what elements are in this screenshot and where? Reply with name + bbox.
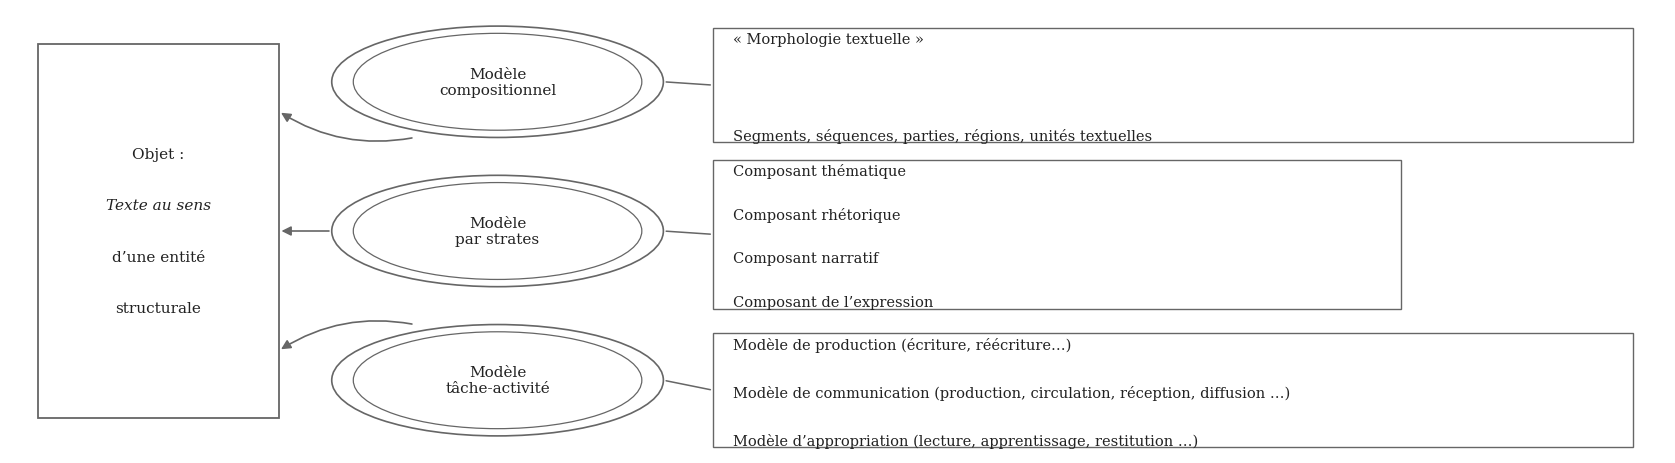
Text: Composant thématique: Composant thématique	[734, 164, 906, 179]
Ellipse shape	[332, 27, 663, 138]
Text: Segments, séquences, parties, régions, unités textuelles: Segments, séquences, parties, régions, u…	[734, 128, 1152, 144]
Ellipse shape	[353, 34, 642, 131]
FancyBboxPatch shape	[714, 29, 1633, 143]
Text: Modèle de production (écriture, réécriture…): Modèle de production (écriture, réécritu…	[734, 338, 1072, 352]
Text: Modèle
par strates: Modèle par strates	[456, 216, 539, 247]
Text: structurale: structurale	[116, 301, 201, 315]
Text: Texte au sens: Texte au sens	[106, 199, 211, 213]
Ellipse shape	[353, 332, 642, 429]
Text: « Morphologie textuelle »: « Morphologie textuelle »	[734, 33, 925, 47]
FancyBboxPatch shape	[714, 160, 1402, 309]
Text: d’une entité: d’une entité	[112, 250, 204, 264]
Ellipse shape	[332, 176, 663, 287]
Text: Objet :: Objet :	[132, 148, 184, 162]
Text: Modèle de communication (production, circulation, réception, diffusion …): Modèle de communication (production, cir…	[734, 385, 1290, 400]
Text: Modèle
compositionnel: Modèle compositionnel	[439, 68, 556, 98]
Ellipse shape	[332, 325, 663, 436]
Text: Composant de l’expression: Composant de l’expression	[734, 296, 933, 310]
Text: Composant rhétorique: Composant rhétorique	[734, 208, 901, 223]
Text: Composant narratif: Composant narratif	[734, 252, 878, 266]
FancyBboxPatch shape	[714, 334, 1633, 447]
Text: Modèle
tâche-activité: Modèle tâche-activité	[446, 365, 549, 395]
Ellipse shape	[353, 183, 642, 280]
Text: Modèle d’appropriation (lecture, apprentissage, restitution …): Modèle d’appropriation (lecture, apprent…	[734, 433, 1198, 448]
FancyBboxPatch shape	[39, 45, 278, 418]
